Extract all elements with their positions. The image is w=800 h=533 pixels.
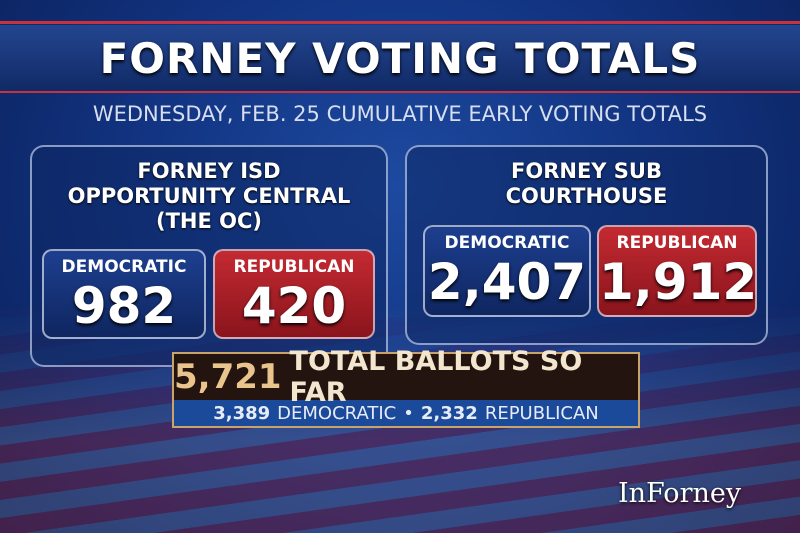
dem-total: 3,389	[213, 402, 271, 424]
location-title: OPPORTUNITY CENTRAL	[67, 184, 351, 208]
location-panel-sub-courthouse: FORNEY SUB COURTHOUSE DEMOCRATIC 2,407 R…	[405, 145, 768, 345]
republican-count: 1,912	[599, 253, 758, 311]
location-title: FORNEY SUB	[511, 159, 662, 183]
total-ballots-box: 5,721 TOTAL BALLOTS SO FAR 3,389 DEMOCRA…	[172, 346, 640, 428]
dem-total-label: DEMOCRATIC	[277, 402, 397, 424]
location-panel-oc: FORNEY ISD OPPORTUNITY CENTRAL (THE OC) …	[30, 145, 388, 367]
total-label: TOTAL BALLOTS SO FAR	[289, 346, 583, 408]
page-title: FORNEY VOTING TOTALS	[99, 33, 701, 83]
total-number: 5,721	[174, 357, 282, 397]
inforney-logo: InForney	[618, 478, 742, 509]
democratic-label: DEMOCRATIC	[61, 257, 187, 277]
title-bar: FORNEY VOTING TOTALS	[0, 25, 800, 91]
democratic-box: DEMOCRATIC 2,407	[423, 225, 591, 317]
location-title: COURTHOUSE	[505, 184, 668, 208]
democratic-box: DEMOCRATIC 982	[42, 249, 206, 339]
title-divider	[0, 91, 800, 93]
subtitle: WEDNESDAY, FEB. 25 CUMULATIVE EARLY VOTI…	[92, 102, 708, 126]
location-title: FORNEY ISD	[137, 159, 281, 183]
rep-total: 2,332	[420, 402, 478, 424]
republican-label: REPUBLICAN	[233, 257, 355, 277]
location-title: (THE OC)	[155, 209, 262, 233]
party-breakdown: 3,389 DEMOCRATIC • 2,332 REPUBLICAN	[174, 400, 638, 426]
republican-box: REPUBLICAN 420	[213, 249, 375, 339]
republican-box: REPUBLICAN 1,912	[597, 225, 757, 317]
democratic-count: 982	[71, 277, 177, 335]
republican-count: 420	[241, 277, 347, 335]
rep-total-label: REPUBLICAN	[484, 402, 599, 424]
separator-dot: •	[403, 402, 414, 424]
democratic-count: 2,407	[427, 253, 587, 311]
republican-label: REPUBLICAN	[616, 233, 738, 253]
democratic-label: DEMOCRATIC	[444, 233, 570, 253]
top-divider	[0, 21, 800, 24]
